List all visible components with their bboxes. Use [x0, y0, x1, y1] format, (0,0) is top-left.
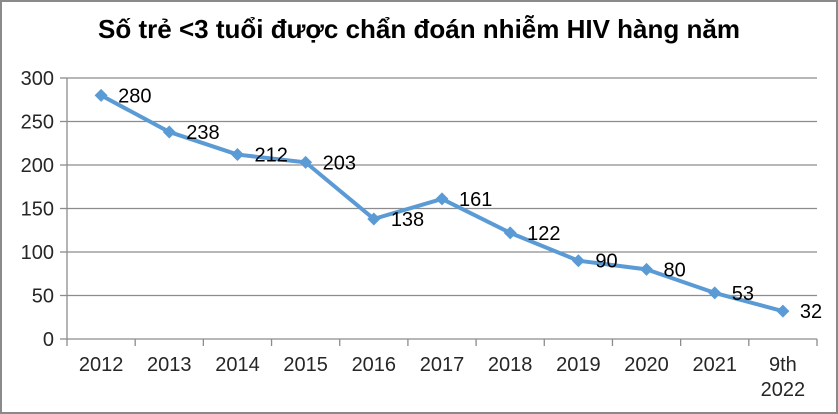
x-tick-label: 2013 — [147, 354, 192, 376]
data-point-marker — [435, 192, 449, 206]
data-point-marker — [776, 304, 790, 318]
x-tick-label: 9th 2022 — [761, 354, 806, 401]
data-point-marker — [162, 125, 176, 139]
data-point-marker — [94, 88, 108, 102]
data-point-label: 238 — [186, 122, 219, 144]
x-tick-label: 2015 — [283, 354, 328, 376]
data-point-label: 138 — [391, 209, 424, 231]
data-point-marker — [503, 226, 517, 240]
x-tick-label: 2019 — [556, 354, 601, 376]
data-point-marker — [299, 155, 313, 169]
data-point-label: 53 — [732, 283, 754, 305]
data-point-marker — [571, 254, 585, 268]
y-tick-label: 0 — [43, 329, 54, 351]
x-tick-label: 2021 — [692, 354, 737, 376]
x-tick-label: 2020 — [624, 354, 669, 376]
x-tick-label: 2012 — [79, 354, 124, 376]
data-point-label: 212 — [254, 145, 287, 167]
data-point-label: 161 — [459, 189, 492, 211]
x-tick-label: 2016 — [352, 354, 397, 376]
y-tick-label: 300 — [21, 68, 54, 90]
data-point-label: 32 — [800, 301, 822, 323]
x-tick-label: 2014 — [215, 354, 260, 376]
y-tick-label: 200 — [21, 155, 54, 177]
y-tick-label: 100 — [21, 242, 54, 264]
x-tick-label: 2017 — [420, 354, 465, 376]
data-point-label: 122 — [527, 223, 560, 245]
data-point-marker — [367, 212, 381, 226]
chart-title: Số trẻ <3 tuổi được chẩn đoán nhiễm HIV … — [98, 14, 740, 44]
y-tick-label: 50 — [32, 286, 54, 308]
data-point-marker — [230, 148, 244, 162]
data-point-label: 90 — [595, 251, 617, 273]
data-point-label: 280 — [118, 85, 151, 107]
y-tick-label: 150 — [21, 199, 54, 221]
data-point-label: 80 — [664, 259, 686, 281]
x-tick-label: 2018 — [488, 354, 533, 376]
data-point-marker — [640, 262, 654, 276]
y-tick-label: 250 — [21, 112, 54, 134]
data-point-label: 203 — [323, 152, 356, 174]
data-point-marker — [708, 286, 722, 300]
